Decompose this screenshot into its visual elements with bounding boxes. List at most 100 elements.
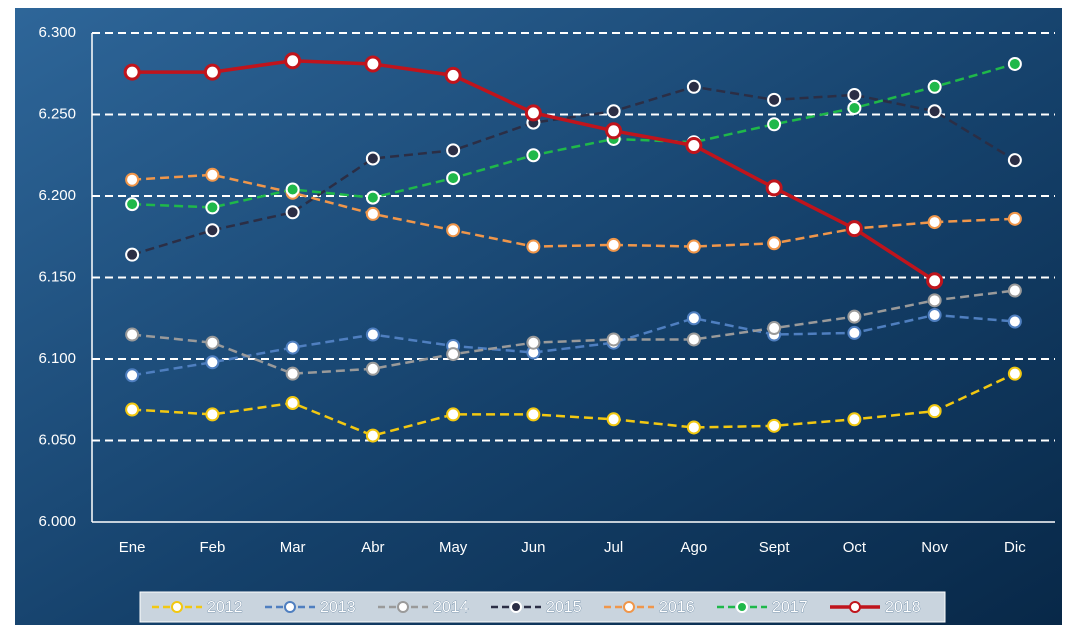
data-point (1007, 366, 1022, 381)
data-point (606, 237, 621, 252)
data-point (847, 309, 862, 324)
data-point (927, 404, 942, 419)
data-point (205, 200, 220, 215)
data-point (927, 215, 942, 230)
series-line (131, 289, 1016, 375)
legend-marker (510, 601, 522, 613)
data-point (446, 347, 461, 362)
data-point (444, 66, 462, 84)
data-point (203, 63, 221, 81)
legend-text: 2014 (433, 599, 469, 616)
data-point (526, 335, 541, 350)
legend-marker (397, 601, 409, 613)
data-point (125, 327, 140, 342)
data-point (686, 311, 701, 326)
x-tick-label: Nov (921, 539, 948, 556)
data-point (205, 335, 220, 350)
data-point (767, 418, 782, 433)
data-point (927, 307, 942, 322)
legend-marker (623, 601, 635, 613)
data-point (125, 172, 140, 187)
data-point (446, 407, 461, 422)
data-point (845, 220, 863, 238)
x-tick-label: Dic (1004, 539, 1026, 556)
data-point (526, 239, 541, 254)
data-point (365, 151, 380, 166)
y-tick-label: 6.100 (38, 350, 76, 367)
data-point (446, 143, 461, 158)
data-point (767, 117, 782, 132)
data-point (285, 340, 300, 355)
data-point (847, 412, 862, 427)
data-point (927, 79, 942, 94)
data-point (765, 179, 783, 197)
legend-marker (284, 601, 296, 613)
data-point (285, 366, 300, 381)
x-tick-label: May (439, 539, 468, 556)
y-tick-label: 6.250 (38, 105, 76, 122)
x-tick-label: Jul (604, 539, 623, 556)
series-line (132, 62, 1016, 209)
legend-text: 2018 (885, 599, 921, 616)
series-line (131, 85, 1016, 256)
data-point (205, 355, 220, 370)
data-point (524, 104, 542, 122)
data-point (1007, 211, 1022, 226)
data-point (847, 87, 862, 102)
data-point (767, 321, 782, 336)
data-point (686, 420, 701, 435)
data-point (685, 136, 703, 154)
data-point (1007, 283, 1022, 298)
data-point (526, 148, 541, 163)
data-point (125, 402, 140, 417)
legend-box (139, 591, 946, 623)
y-tick-label: 6.200 (38, 187, 76, 204)
data-point (446, 223, 461, 238)
data-point (285, 205, 300, 220)
data-point (205, 167, 220, 182)
data-point (1007, 56, 1022, 71)
data-point (365, 190, 380, 205)
data-point (927, 293, 942, 308)
data-point (284, 52, 302, 70)
data-point (926, 272, 944, 290)
x-tick-label: Ago (681, 539, 708, 556)
background (15, 8, 1062, 625)
data-point (365, 361, 380, 376)
data-point (1007, 314, 1022, 329)
legend-marker (171, 601, 183, 613)
data-point (606, 332, 621, 347)
data-point (365, 327, 380, 342)
y-tick-label: 6.050 (38, 431, 76, 448)
x-tick-label: Sept (759, 539, 791, 556)
data-point (526, 407, 541, 422)
x-tick-label: Abr (361, 539, 384, 556)
data-point (927, 104, 942, 119)
data-point (446, 171, 461, 186)
legend-text: 2017 (772, 599, 808, 616)
data-point (205, 223, 220, 238)
legend-marker (849, 601, 861, 613)
x-tick-label: Jun (521, 539, 545, 556)
data-point (1007, 153, 1022, 168)
series-line (132, 372, 1016, 437)
data-point (767, 92, 782, 107)
data-point (767, 236, 782, 251)
y-tick-label: 6.300 (38, 24, 76, 41)
data-point (606, 412, 621, 427)
data-point (847, 325, 862, 340)
data-point (125, 368, 140, 383)
y-tick-label: 6.150 (38, 268, 76, 285)
data-point (285, 182, 300, 197)
data-point (606, 104, 621, 119)
data-point (285, 396, 300, 411)
y-tick-label: 6.000 (38, 513, 76, 530)
data-point (847, 100, 862, 115)
legend-text: 2016 (659, 599, 695, 616)
legend-text: 2015 (546, 599, 582, 616)
x-tick-label: Oct (843, 539, 867, 556)
x-tick-label: Ene (119, 539, 146, 556)
data-point (365, 428, 380, 443)
